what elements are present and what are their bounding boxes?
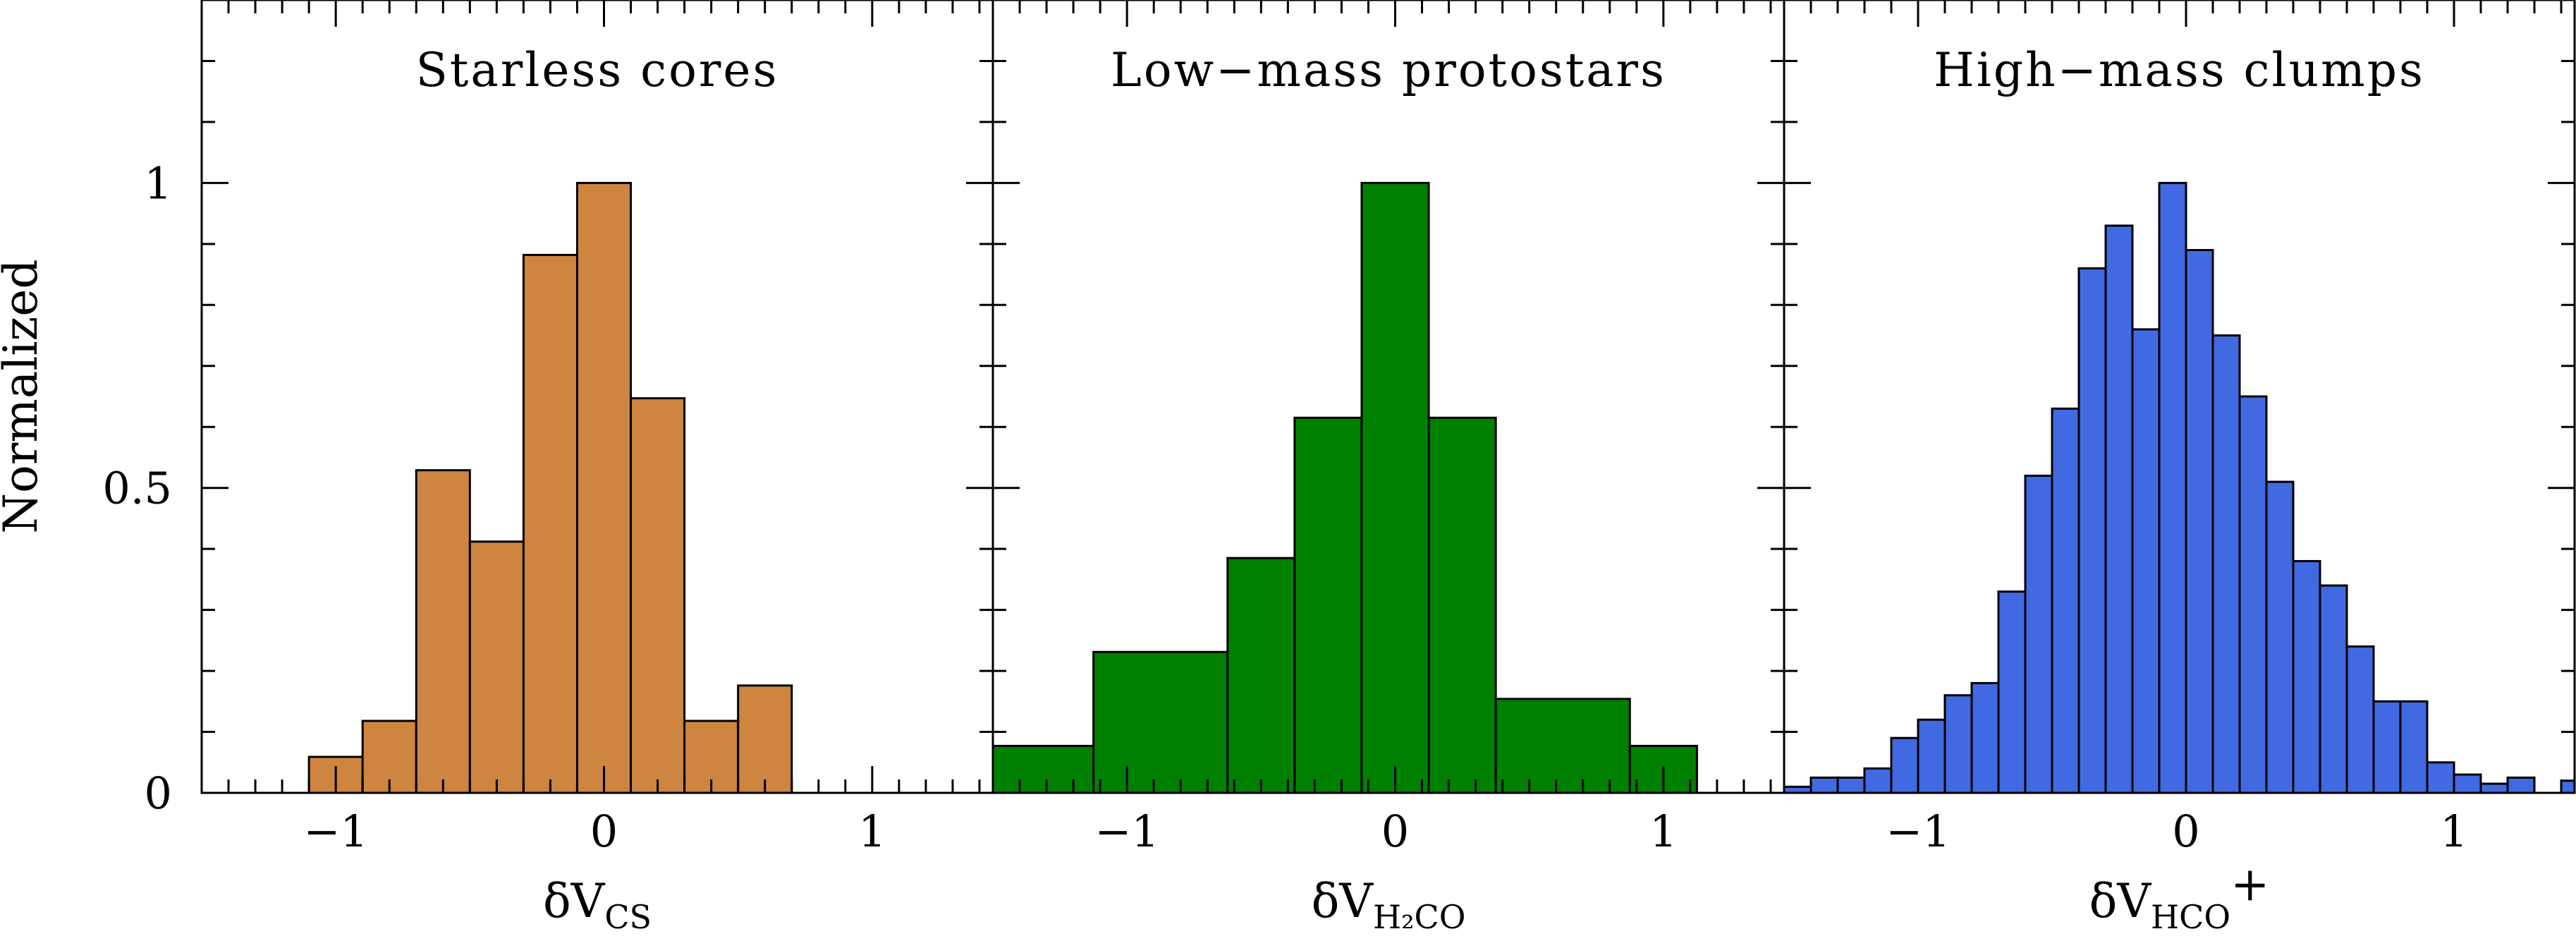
panel-title: High−mass clumps [1934,43,2425,97]
histogram-bar [2104,224,2134,793]
histogram-bar [2077,267,2107,793]
x-axis-label-main: δV [2089,874,2152,928]
y-tick-label: 0 [145,767,172,819]
x-axis-label-main: δV [543,874,606,928]
x-tick-label: 0 [2172,806,2199,857]
histogram-bar [1970,681,2000,793]
histogram-bar [2211,334,2241,793]
histogram-bars [1784,181,2575,793]
panel-2: −1 0 1 Low−mass protostars δVH₂CO [991,0,1786,936]
histogram-bar [1836,776,1866,793]
histogram-bar [2399,700,2429,793]
histogram-bar [2453,773,2482,793]
histogram-bar [1427,416,1497,793]
histogram-bar [1226,557,1296,793]
x-tick-label: −1 [1886,806,1950,857]
x-axis-label-subscript: H₂CO [1373,898,1465,936]
histogram-bar [2479,782,2509,793]
histogram-bar [1293,416,1363,793]
histogram-bar [1890,736,1919,793]
histogram-bar [1809,776,1839,793]
histogram-bar [2319,584,2348,793]
x-tick-label: 0 [590,806,618,857]
histogram-bar [1943,694,1973,793]
histogram-bar [1360,181,1430,793]
histogram-bar [2131,328,2161,793]
x-axis-label-superscript: + [2230,857,2269,911]
x-axis-label: δVCS [543,874,652,936]
histogram-bar [2024,474,2053,793]
histogram-bar [1494,698,1631,793]
histogram-bar [2426,761,2455,793]
histogram-bar [1997,590,2027,793]
panel-title: Starless cores [416,43,779,97]
histogram-bar [1092,650,1229,793]
y-tick-label: 0.5 [102,463,172,514]
histogram-bar [468,540,525,793]
histogram-bar [2292,559,2321,793]
panel-1: −1 0 1 Starless cores δVCS [200,0,994,936]
histogram-bar [2158,181,2187,793]
histogram-bar [737,684,793,793]
x-tick-label: 1 [2440,806,2467,857]
histogram-bar [2185,248,2214,793]
x-axis-label: δVH₂CO [1312,874,1466,936]
histogram-bar [2265,480,2295,793]
y-tick-label: 1 [145,157,172,209]
histogram-bar [1917,718,1946,793]
x-axis-label: δVHCO+ [2089,857,2270,936]
histogram-bars [993,181,1698,793]
histogram-bar [1863,767,1893,793]
x-tick-label: −1 [303,806,367,857]
panel-title: Low−mass protostars [1111,43,1666,97]
histogram-bar [2506,776,2536,793]
x-tick-label: −1 [1094,806,1159,857]
x-axis-label-main: δV [1312,874,1374,928]
histogram-bar [2372,700,2402,793]
histogram-bar [522,253,578,793]
x-tick-label: 1 [858,806,886,857]
panel-frame [1783,0,2576,794]
x-axis-label-subscript: HCO [2151,898,2230,936]
histogram-bar [415,469,471,793]
histogram-bar [575,181,633,793]
histogram-bar [2238,395,2268,793]
x-axis-label-subscript: CS [604,898,652,936]
histogram-bar [630,397,686,793]
histogram-bars [307,181,793,793]
x-tick-label: 0 [1381,806,1409,857]
panel-3: −1 0 1 High−mass clumps δVHCO+ [1783,0,2576,936]
x-tick-label: 1 [1649,806,1677,857]
histogram-bar [2051,407,2080,793]
histogram-bar [2345,645,2375,793]
y-axis-label: Normalized [0,259,48,533]
